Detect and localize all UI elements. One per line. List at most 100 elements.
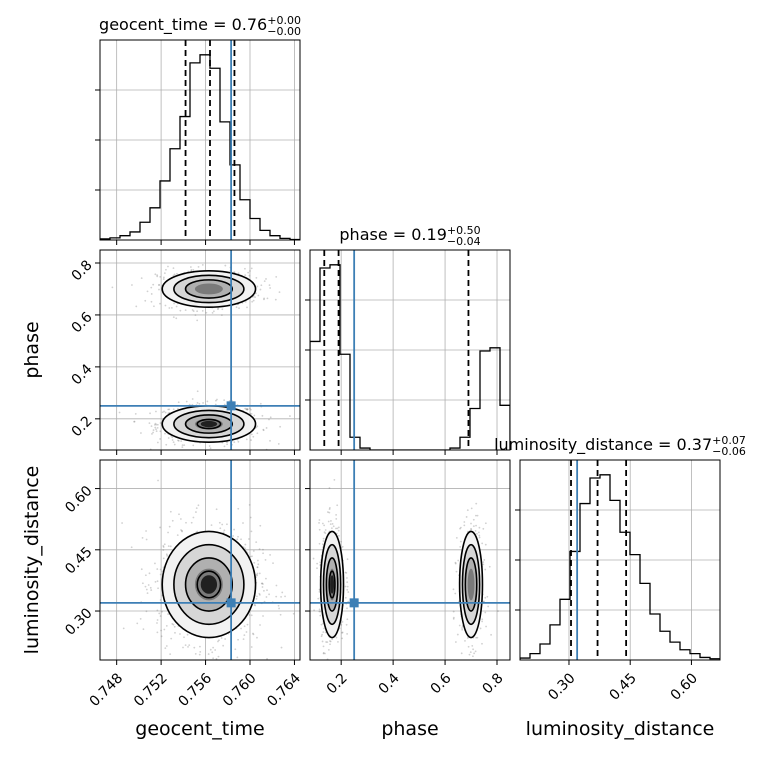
sample-point — [150, 286, 153, 289]
sample-point — [161, 610, 163, 613]
sample-point — [465, 516, 468, 518]
truth-marker — [226, 598, 236, 608]
sample-point — [466, 509, 469, 512]
sample-point — [327, 511, 329, 513]
sample-point — [263, 297, 265, 300]
sample-point — [210, 524, 213, 526]
sample-point — [454, 562, 457, 565]
y-tick-label: 0.4 — [69, 361, 96, 388]
sample-point — [242, 638, 245, 640]
sample-point — [244, 300, 247, 303]
sample-point — [133, 420, 136, 423]
contour-line — [325, 557, 339, 612]
sample-point — [165, 268, 167, 271]
sample-point — [456, 633, 459, 636]
sample-point — [457, 559, 460, 562]
sample-point — [154, 426, 157, 429]
sample-point — [215, 658, 218, 660]
sample-point — [258, 548, 261, 551]
sample-point — [474, 650, 477, 653]
sample-point — [211, 311, 214, 314]
sample-point — [212, 310, 215, 313]
sample-point — [346, 588, 349, 591]
sample-point — [486, 595, 489, 598]
sample-point — [158, 284, 160, 287]
sample-point — [335, 518, 338, 520]
sample-point — [259, 288, 262, 291]
sample-point — [483, 559, 486, 561]
x-tick-label: 0.30 — [545, 670, 578, 703]
sample-point — [269, 287, 272, 289]
sample-point — [478, 534, 481, 537]
sample-point — [327, 520, 330, 523]
sample-point — [335, 636, 338, 639]
x-tick-label: 0.6 — [428, 670, 455, 697]
sample-point — [217, 308, 219, 311]
sample-point — [220, 314, 223, 317]
sample-point — [147, 584, 150, 586]
sample-point — [181, 444, 184, 447]
sample-point — [178, 513, 180, 516]
sample-point — [224, 264, 227, 267]
y-tick-label: 0.2 — [69, 413, 96, 440]
sample-point — [284, 595, 286, 598]
sample-point — [167, 613, 170, 615]
density-level — [194, 283, 223, 295]
sample-point — [256, 566, 259, 569]
sample-point — [260, 582, 263, 585]
sample-point — [168, 408, 171, 411]
sample-point — [226, 523, 228, 526]
sample-point — [346, 577, 348, 579]
sample-point — [179, 309, 182, 312]
sample-point — [192, 662, 194, 664]
sample-point — [236, 538, 239, 541]
sample-point — [323, 627, 325, 630]
y-tick-label: 0.8 — [69, 257, 96, 284]
sample-point — [257, 563, 260, 566]
sample-point — [481, 542, 484, 545]
sample-point — [237, 272, 240, 275]
sample-point — [221, 308, 224, 311]
x-tick-label: 0.4 — [376, 670, 403, 697]
sample-point — [262, 589, 265, 592]
panel-phase-vs-phase: phase = 0.19+0.50 −0.04 — [305, 224, 511, 455]
sample-point — [473, 652, 476, 655]
sample-point — [149, 586, 152, 589]
sample-point — [145, 530, 147, 532]
panel-luminosity_distance-vs-luminosity_distance: luminosity_distance = 0.37+0.07 −0.06 0.30… — [494, 434, 746, 704]
sample-point — [146, 290, 149, 293]
sample-point — [171, 622, 174, 625]
contour-line — [319, 530, 345, 639]
sample-point — [156, 423, 159, 426]
sample-point — [330, 520, 332, 522]
sample-point — [319, 614, 322, 617]
sample-point — [476, 514, 479, 517]
sample-point — [197, 265, 200, 268]
sample-point — [180, 440, 183, 442]
contour-line — [464, 557, 478, 612]
sample-point — [463, 524, 466, 527]
sample-point — [156, 275, 159, 278]
sample-point — [331, 638, 334, 641]
contour-line — [328, 570, 336, 599]
sample-point — [250, 439, 252, 441]
sample-point — [237, 507, 240, 510]
sample-point — [459, 526, 462, 529]
sample-point — [316, 562, 319, 565]
sample-point — [164, 432, 166, 435]
sample-point — [256, 285, 259, 288]
sample-point — [246, 408, 249, 410]
title-upper-error: +0.00 — [267, 14, 301, 27]
sample-point — [459, 540, 462, 543]
sample-point — [313, 609, 316, 612]
sample-point — [244, 543, 247, 546]
sample-point — [251, 300, 254, 303]
sample-point — [481, 618, 484, 621]
sample-point — [344, 596, 347, 599]
sample-point — [323, 531, 326, 534]
sample-point — [167, 408, 170, 411]
sample-point — [336, 527, 339, 530]
sample-point — [197, 504, 200, 507]
sample-point — [150, 300, 153, 303]
